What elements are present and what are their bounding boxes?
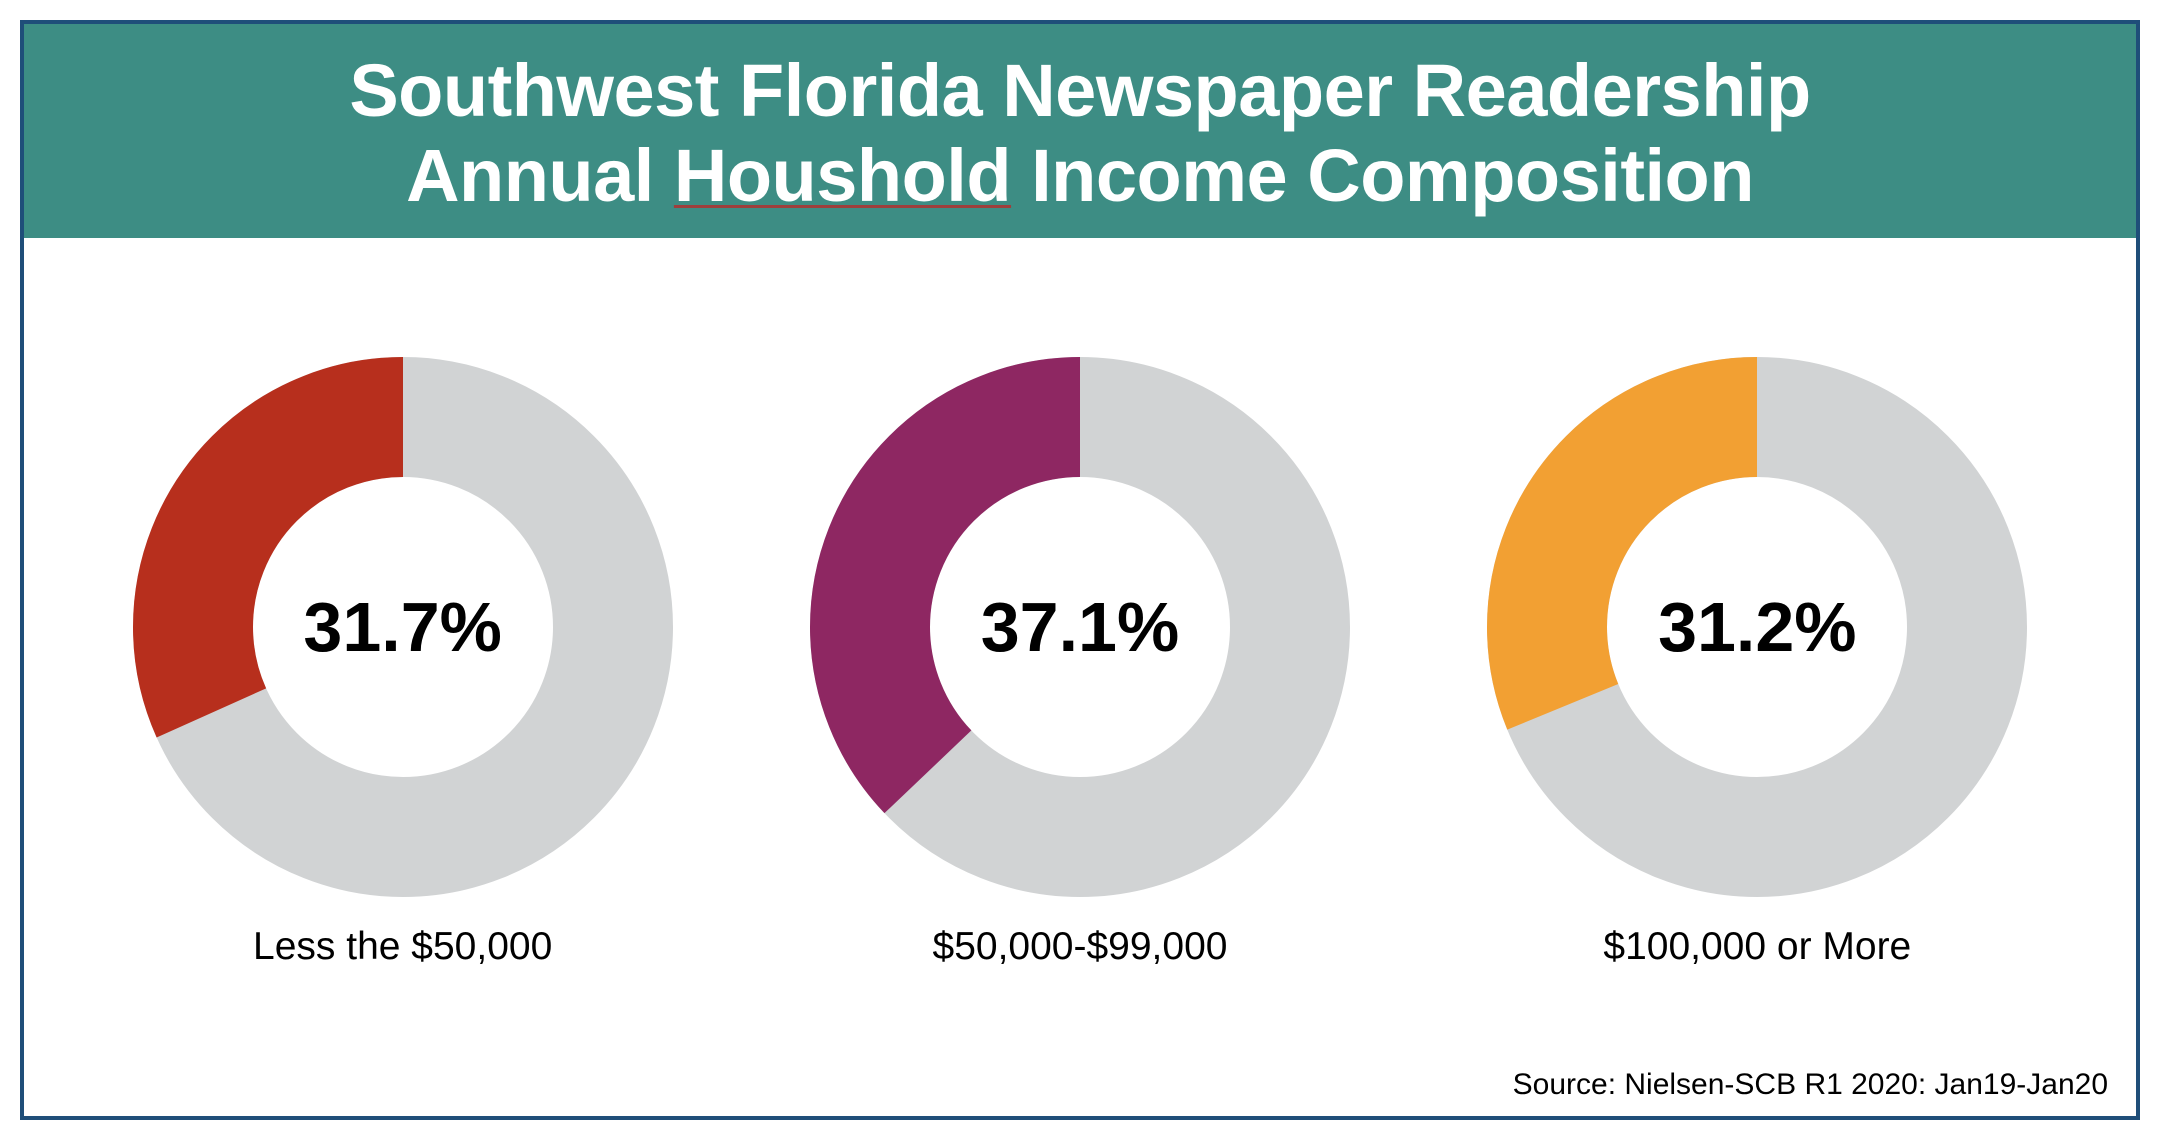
donut-ring: 31.7%	[133, 357, 673, 897]
chart-card: Southwest Florida Newspaper Readership A…	[20, 20, 2140, 1120]
donut-income-high: 31.2% $100,000 or More	[1487, 357, 2027, 969]
chart-title: Southwest Florida Newspaper Readership A…	[44, 48, 2116, 218]
donut-percent-label: 31.2%	[1487, 357, 2027, 897]
title-line2-prefix: Annual	[406, 134, 674, 217]
donut-category-label: Less the $50,000	[253, 925, 552, 969]
donut-category-label: $100,000 or More	[1603, 925, 1911, 969]
donut-percent-label: 31.7%	[133, 357, 673, 897]
title-bar: Southwest Florida Newspaper Readership A…	[24, 24, 2136, 238]
charts-row: 31.7% Less the $50,000 37.1% $50,000-$99,0…	[24, 238, 2136, 1068]
source-text: Source: Nielsen-SCB R1 2020: Jan19-Jan20	[1513, 1068, 2108, 1101]
title-line2-suffix: Income Composition	[1011, 134, 1754, 217]
donut-income-low: 31.7% Less the $50,000	[133, 357, 673, 969]
donut-ring: 37.1%	[810, 357, 1350, 897]
donut-ring: 31.2%	[1487, 357, 2027, 897]
source-citation: Source: Nielsen-SCB R1 2020: Jan19-Jan20	[24, 1068, 2136, 1116]
donut-percent-label: 37.1%	[810, 357, 1350, 897]
title-line1: Southwest Florida Newspaper Readership	[349, 49, 1810, 132]
donut-category-label: $50,000-$99,000	[933, 925, 1228, 969]
title-line2-underlined: Houshold	[674, 134, 1011, 217]
donut-income-mid: 37.1% $50,000-$99,000	[810, 357, 1350, 969]
